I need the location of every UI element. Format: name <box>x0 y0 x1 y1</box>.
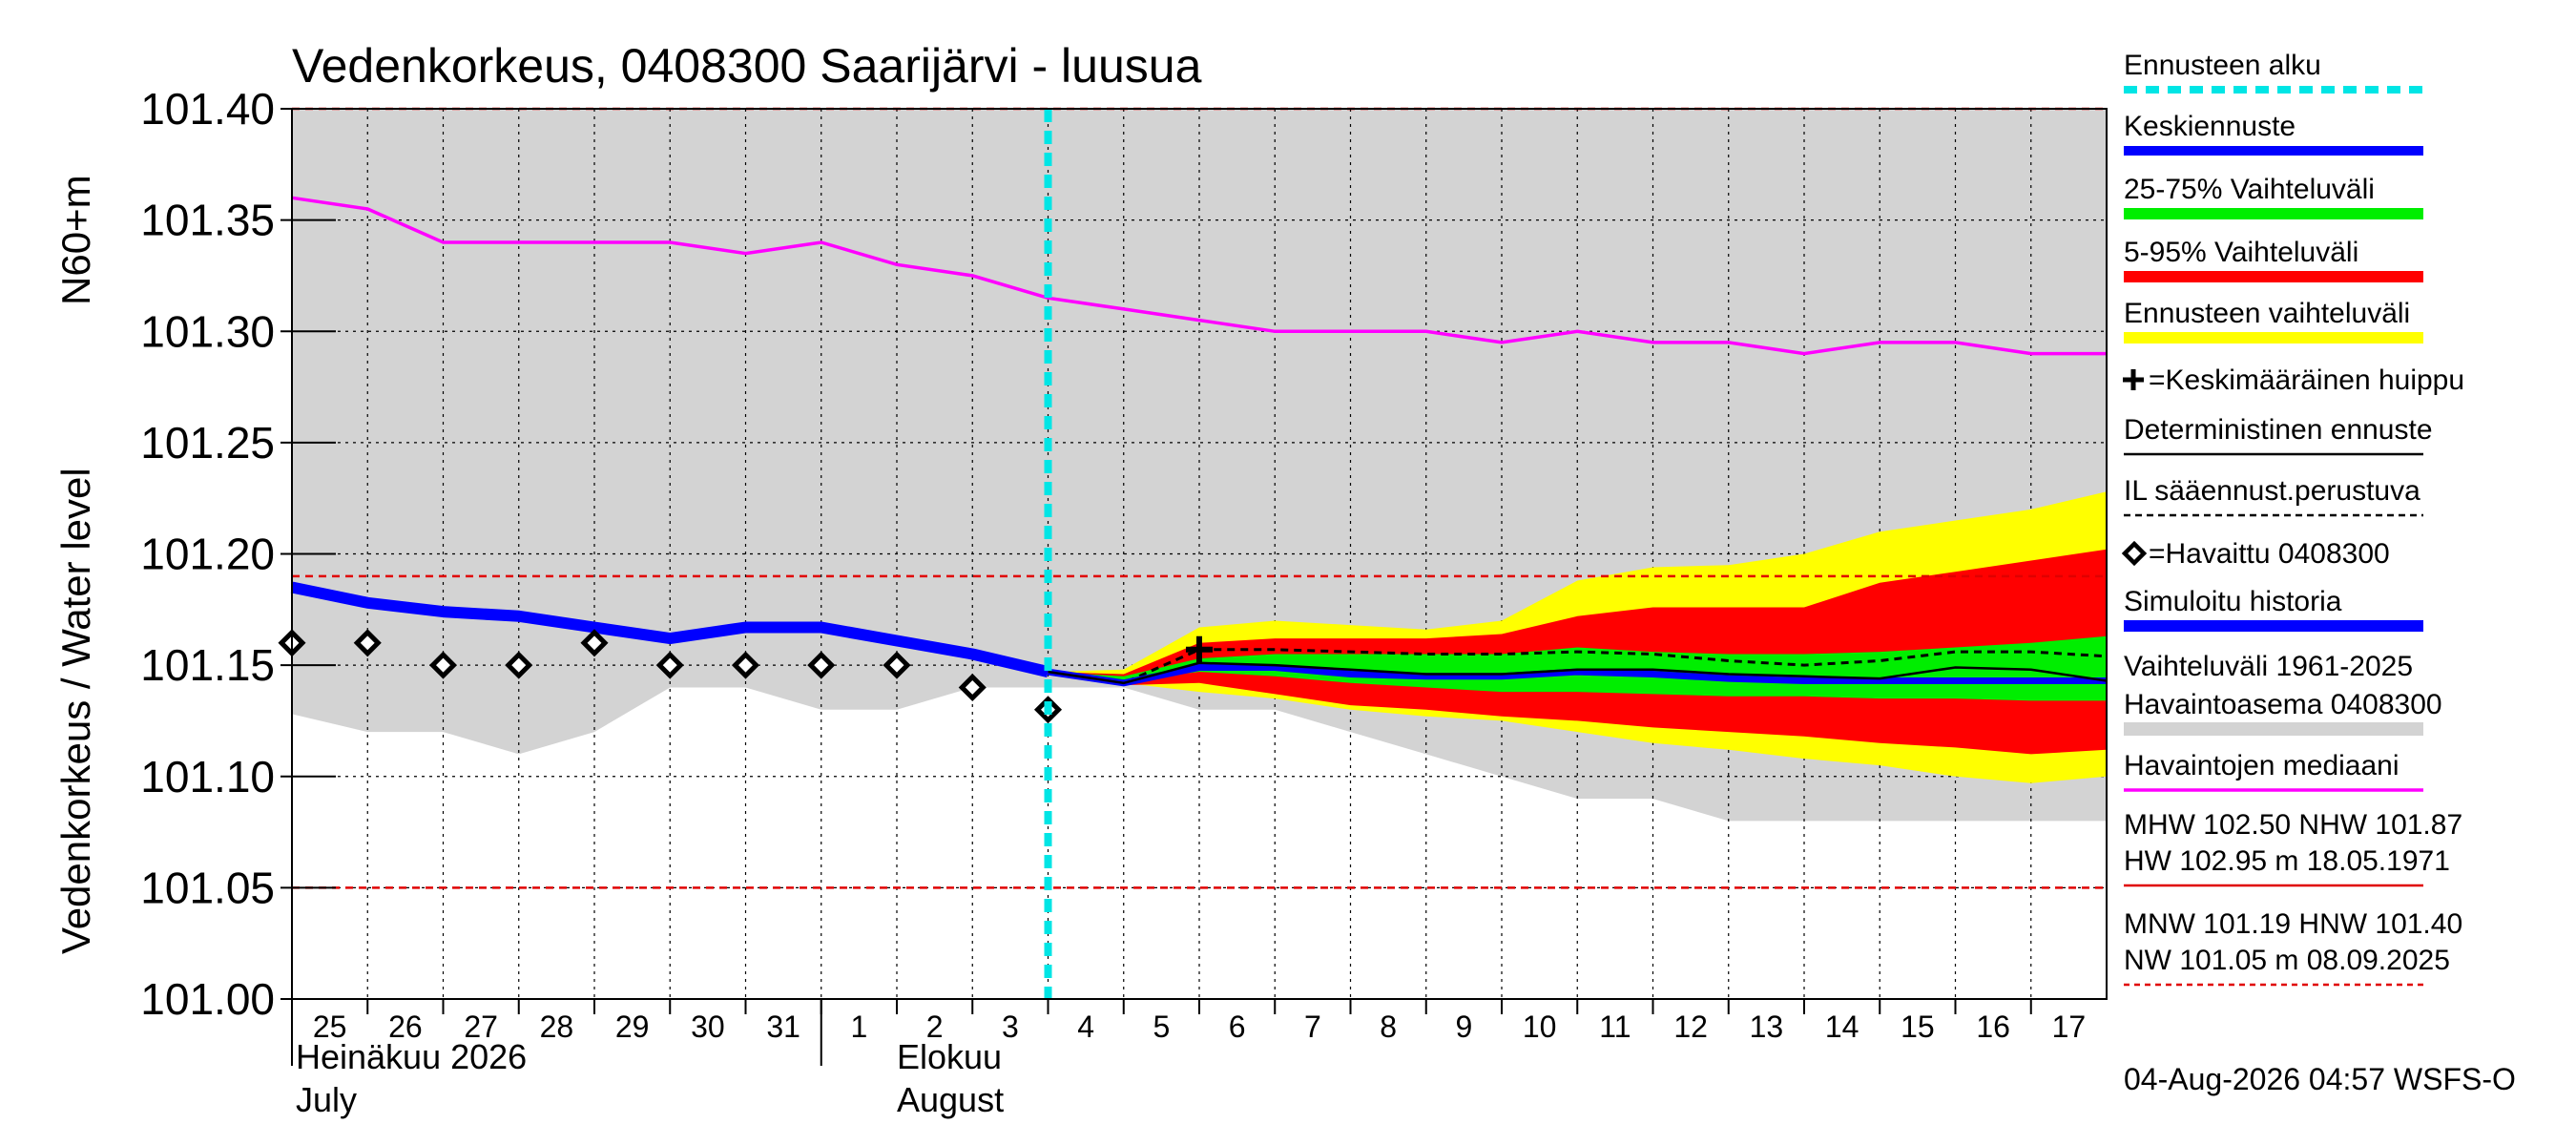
legend-label: Keskiennuste <box>2124 111 2296 142</box>
legend-label: Deterministinen ennuste <box>2124 414 2433 446</box>
mean-peak-marker <box>1186 635 1213 663</box>
chart-title: Vedenkorkeus, 0408300 Saarijärvi - luusu… <box>292 39 1202 93</box>
legend-swatch <box>2121 540 2148 567</box>
y-tick-label: 101.35 <box>140 196 275 245</box>
x-tick-label: 26 <box>388 1010 423 1044</box>
observed-point <box>731 651 760 679</box>
x-tick-label: 15 <box>1901 1010 1935 1044</box>
x-axis: 25 26 27 28 29 30 31 1 2 3 4 5 6 7 8 9 10 11 12 13 14 15 16 17 <box>291 999 2087 1066</box>
x-tick-label: 12 <box>1673 1010 1708 1044</box>
y-tick-label: 101.15 <box>140 640 275 690</box>
observation-median-line <box>291 196 2107 356</box>
legend-label: IL sääennust.perustuva <box>2124 475 2420 507</box>
legend-label: Ennusteen alku <box>2124 50 2321 81</box>
y-tick-label: 101.20 <box>140 530 275 579</box>
x-tick-label: 4 <box>1077 1010 1094 1044</box>
x-tick-label: 1 <box>850 1010 867 1044</box>
y-tick-label: 101.00 <box>140 974 275 1024</box>
simulated-history-line <box>290 581 1049 677</box>
legend-label: MNW 101.19 HNW 101.40 <box>2124 908 2462 940</box>
month-label-fi-july: Heinäkuu 2026 <box>296 1037 527 1076</box>
legend-swatch <box>2123 369 2144 390</box>
y-axis-unit: N60+m <box>53 175 98 305</box>
legend-label: Vaihteluväli 1961-2025 <box>2124 651 2413 682</box>
deterministic-forecast-line <box>1048 661 2108 685</box>
legend-label: Ennusteen vaihteluväli <box>2124 298 2410 329</box>
x-tick-label: 9 <box>1455 1010 1472 1044</box>
legend-label: =Havaittu 0408300 <box>2149 538 2390 570</box>
y-tick-label: 101.30 <box>140 306 275 356</box>
legend-label: Havaintojen mediaani <box>2124 750 2399 781</box>
legend-label: Simuloitu historia <box>2124 586 2342 617</box>
x-tick-label: 29 <box>615 1010 650 1044</box>
x-tick-label: 30 <box>691 1010 725 1044</box>
y-axis: 101.00 101.05 101.10 101.15 101.20 101.25 101.… <box>140 84 336 1024</box>
x-tick-label: 10 <box>1523 1010 1557 1044</box>
observed-point <box>428 651 458 679</box>
legend-label: Havaintoasema 0408300 <box>2124 689 2442 720</box>
legend: Ennusteen alku Keskiennuste 25-75% Vaihtel… <box>2121 50 2464 987</box>
x-tick-label: 11 <box>1599 1010 1631 1044</box>
y-tick-label: 101.10 <box>140 752 275 802</box>
x-tick-label: 5 <box>1153 1010 1170 1044</box>
median-forecast-line <box>1047 664 2107 687</box>
observed-point <box>807 651 836 679</box>
timestamp: 04-Aug-2026 04:57 WSFS-O <box>2124 1062 2516 1096</box>
x-tick-label: 31 <box>766 1010 800 1044</box>
x-tick-label: 3 <box>1002 1010 1019 1044</box>
observed-point <box>655 651 684 679</box>
month-label-en-july: July <box>296 1080 357 1119</box>
plot-area <box>278 107 2108 1000</box>
month-label-en-august: August <box>897 1080 1004 1119</box>
y-tick-label: 101.40 <box>140 84 275 134</box>
x-tick-label: 28 <box>540 1010 574 1044</box>
x-tick-label: 27 <box>464 1010 498 1044</box>
x-tick-label: 17 <box>2052 1010 2087 1044</box>
legend-label: MHW 102.50 NHW 101.87 <box>2124 809 2462 841</box>
x-tick-label: 13 <box>1750 1010 1784 1044</box>
x-tick-label: 7 <box>1304 1010 1321 1044</box>
x-tick-label: 8 <box>1380 1010 1397 1044</box>
x-tick-label: 16 <box>1976 1010 2010 1044</box>
legend-label: 5-95% Vaihteluväli <box>2124 237 2358 268</box>
legend-label: NW 101.05 m 08.09.2025 <box>2124 945 2450 976</box>
il-weather-forecast-line <box>1048 648 2108 685</box>
observed-point <box>580 629 609 657</box>
y-axis-label: Vedenkorkeus / Water level <box>53 468 98 954</box>
observed-point <box>958 673 987 701</box>
y-tick-label: 101.25 <box>140 418 275 468</box>
x-tick-label: 2 <box>926 1010 944 1044</box>
legend-label: =Keskimääräinen huippu <box>2149 364 2464 396</box>
legend-label: HW 102.95 m 18.05.1971 <box>2124 845 2450 877</box>
observed-point <box>353 629 382 657</box>
x-tick-label: 25 <box>313 1010 347 1044</box>
month-label-fi-august: Elokuu <box>897 1037 1002 1076</box>
x-tick-label: 14 <box>1825 1010 1859 1044</box>
legend-label: 25-75% Vaihteluväli <box>2124 174 2375 205</box>
x-tick-label: 6 <box>1229 1010 1246 1044</box>
observed-point <box>505 651 533 679</box>
observed-point <box>883 651 911 679</box>
y-tick-label: 101.05 <box>140 863 275 912</box>
